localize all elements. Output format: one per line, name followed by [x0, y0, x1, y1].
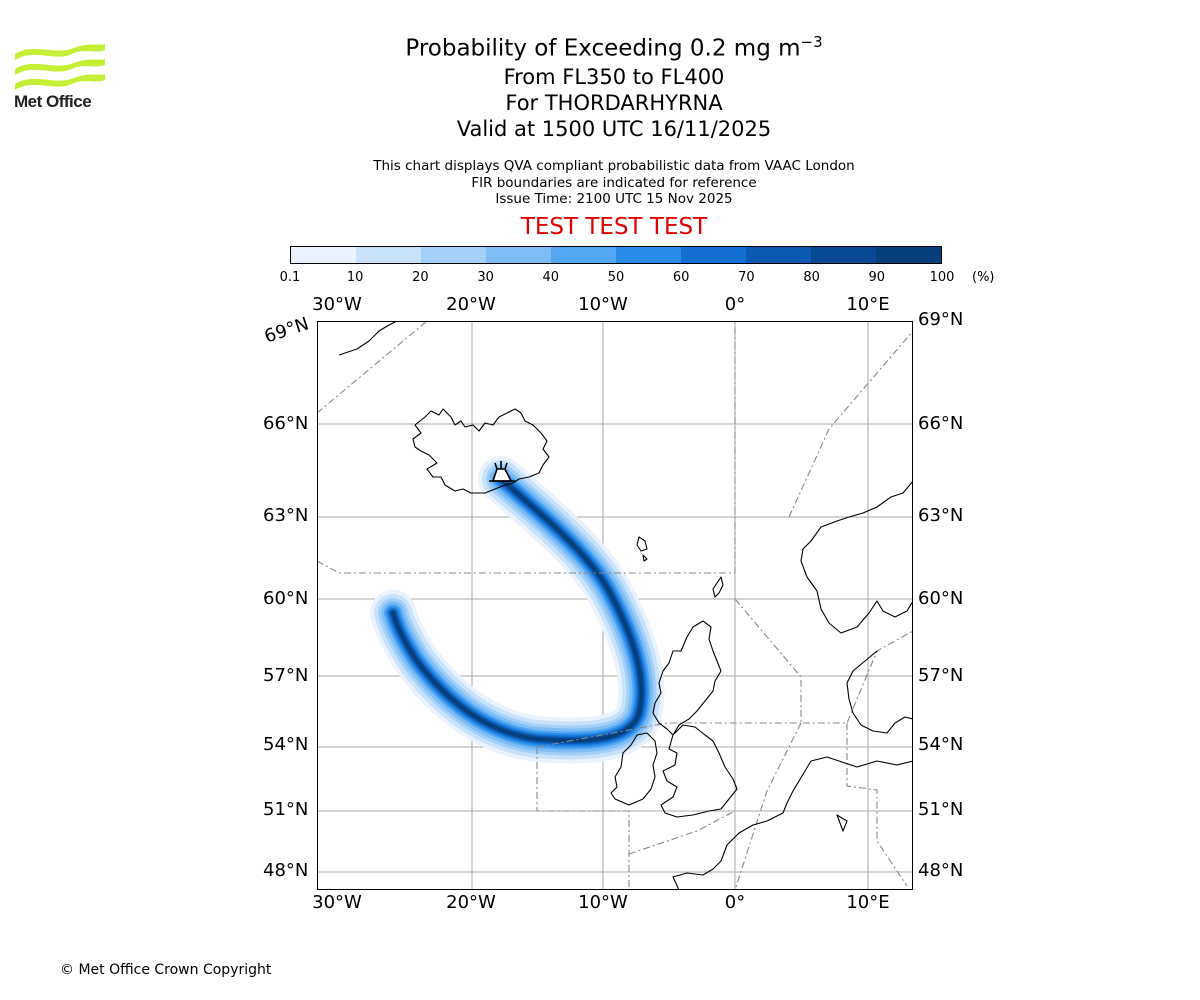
lat-label-right: 51°N [918, 799, 964, 820]
note-line: Issue Time: 2100 UTC 15 Nov 2025 [495, 191, 733, 207]
colorbar-tick-label: 10 [346, 270, 364, 285]
lat-label-right: 69°N [918, 309, 964, 330]
colorbar-tick-label: 50 [607, 270, 625, 285]
colorbar-segment [616, 247, 681, 263]
colorbar-segment [486, 247, 551, 263]
lon-label-bottom: 0° [724, 892, 746, 913]
lat-label-right: 60°N [918, 588, 964, 609]
ash-probability-plume [370, 456, 665, 764]
colorbar-tick-label: 30 [477, 270, 494, 285]
colorbar-segment [356, 247, 421, 263]
lat-label-left: 60°N [263, 588, 309, 609]
lat-label-right: 66°N [918, 413, 964, 434]
colorbar-segment [811, 247, 876, 263]
colorbar-segment [291, 247, 356, 263]
colorbar-tick-label: 0.1 [279, 270, 301, 285]
colorbar [290, 246, 942, 264]
colorbar-segment [421, 247, 486, 263]
colorbar-tick-label: 100 [929, 270, 955, 285]
lat-label-right: 54°N [918, 734, 964, 755]
map-panel [317, 321, 913, 890]
chart-notes: This chart displays QVA compliant probab… [314, 158, 914, 208]
lon-label-bottom: 10°E [846, 892, 890, 913]
chart-subtitle: From FL350 to FL400 For THORDARHYRNA Val… [314, 64, 914, 142]
plume-probability-band [391, 477, 643, 743]
lon-label-bottom: 30°W [312, 892, 362, 913]
colorbar-tick-label: 90 [868, 270, 886, 285]
lat-label-right: 57°N [918, 665, 964, 686]
colorbar-tick-label: 80 [803, 270, 820, 285]
lat-label-left: 51°N [263, 799, 309, 820]
lon-label-top: 30°W [312, 294, 362, 315]
lat-label-left: 48°N [263, 860, 309, 881]
test-banner: TEST TEST TEST [520, 214, 708, 240]
colorbar-segment [681, 247, 746, 263]
colorbar-tick-label: 70 [738, 270, 755, 285]
colorbar-segment [746, 247, 811, 263]
lon-label-top: 0° [724, 294, 746, 315]
lat-label-left: 54°N [263, 734, 309, 755]
lon-label-top: 10°E [846, 294, 890, 315]
coastlines [338, 321, 913, 890]
volcano-icon [489, 461, 515, 482]
subtitle-flight-levels: From FL350 to FL400 [503, 65, 725, 89]
colorbar-tick-label: 20 [412, 270, 429, 285]
chart-title: Probability of Exceeding 0.2 mg m−3 [405, 33, 823, 62]
met-office-logo [15, 44, 105, 90]
subtitle-volcano: For THORDARHYRNA [505, 91, 723, 115]
lon-label-bottom: 20°W [446, 892, 496, 913]
lon-label-bottom: 10°W [578, 892, 628, 913]
lon-label-top: 20°W [446, 294, 496, 315]
lat-label-left: 57°N [263, 665, 309, 686]
logo-text: Met Office [14, 92, 92, 111]
colorbar-tick-label: 40 [542, 270, 560, 285]
lat-label-right: 48°N [918, 860, 964, 881]
colorbar-tick-label: 60 [672, 270, 690, 285]
subtitle-valid-time: Valid at 1500 UTC 16/11/2025 [456, 117, 772, 141]
colorbar-unit: (%) [972, 270, 995, 285]
note-line: FIR boundaries are indicated for referen… [471, 174, 757, 191]
note-line: This chart displays QVA compliant probab… [373, 158, 855, 174]
lat-label-left: 63°N [263, 505, 309, 526]
lat-label-right: 63°N [918, 505, 964, 526]
lat-label-left: 66°N [263, 413, 309, 434]
lon-label-top: 10°W [578, 294, 628, 315]
fir-boundaries [317, 321, 913, 890]
colorbar-segment [876, 247, 941, 263]
lat-label-left: 69°N [261, 313, 312, 348]
colorbar-segment [551, 247, 616, 263]
copyright: © Met Office Crown Copyright [60, 962, 272, 978]
